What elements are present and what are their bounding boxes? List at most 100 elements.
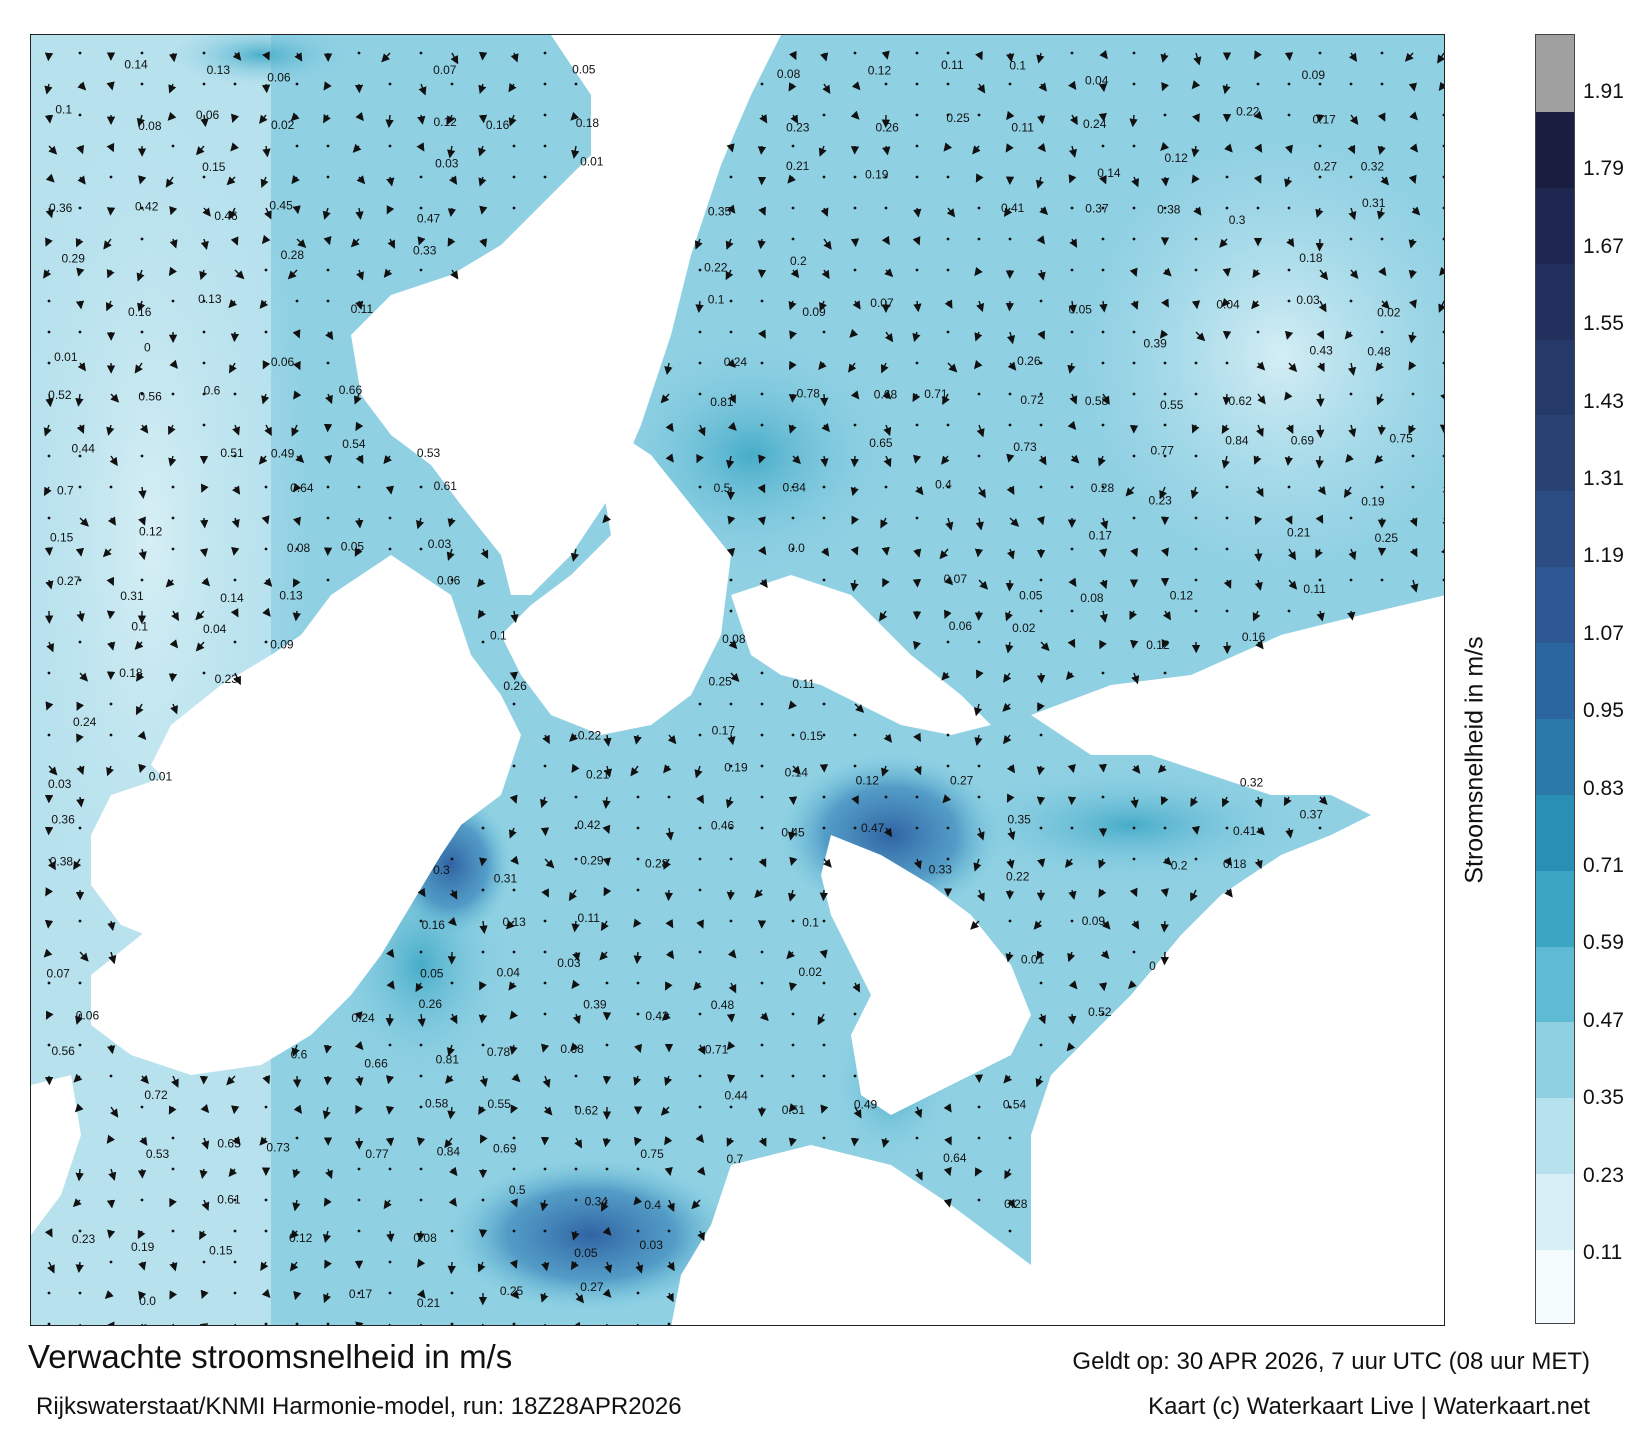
vector-arrow	[293, 360, 301, 371]
vector-dot	[791, 1074, 795, 1078]
vector-arrow	[600, 920, 609, 932]
speed-label: 0.11	[792, 677, 815, 691]
vector-arrow	[293, 1104, 302, 1114]
vector-dot	[1194, 237, 1198, 241]
vector-arrow	[1221, 424, 1230, 435]
speed-label: 0.2	[790, 254, 807, 268]
vector-arrow	[1037, 114, 1046, 125]
vector-arrow	[353, 393, 362, 405]
vector-arrow	[230, 608, 239, 618]
vector-arrow	[1161, 638, 1170, 649]
vector-arrow	[727, 421, 737, 431]
vector-arrow	[572, 1321, 582, 1325]
speed-label: 0.14	[220, 591, 244, 605]
vector-dot	[1256, 82, 1260, 86]
vector-arrow	[1006, 485, 1015, 495]
vector-dot	[977, 795, 981, 799]
vector-arrow	[820, 547, 830, 557]
vector-dot	[1101, 268, 1105, 272]
vector-arrow	[820, 393, 829, 407]
vector-dot	[202, 671, 206, 675]
vector-arrow	[879, 610, 888, 622]
vector-arrow	[385, 1075, 395, 1085]
speed-label: 0.23	[786, 121, 810, 135]
vector-dot	[202, 299, 206, 303]
vector-arrow	[818, 360, 827, 370]
speed-label: 0.73	[1013, 440, 1037, 454]
vector-arrow	[728, 393, 736, 404]
vector-arrow	[199, 1323, 209, 1325]
vector-dot	[512, 206, 516, 210]
vector-arrow	[134, 362, 143, 374]
vector-arrow	[1100, 517, 1109, 530]
vector-arrow	[171, 610, 179, 622]
vector-arrow	[325, 330, 334, 341]
vector-arrow	[1037, 269, 1046, 281]
vector-arrow	[450, 52, 459, 65]
vector-arrow	[1284, 176, 1293, 188]
vector-dot	[109, 702, 113, 706]
speed-label: 0.22	[704, 261, 728, 275]
speed-label: 0.36	[49, 201, 73, 215]
vector-dot	[946, 237, 950, 241]
vector-arrow	[1157, 764, 1167, 774]
vector-arrow	[1191, 174, 1200, 184]
vector-arrow	[759, 1012, 769, 1022]
vector-arrow	[1344, 330, 1354, 340]
vector-arrow	[974, 548, 984, 558]
vector-arrow	[850, 390, 860, 400]
vector-dot	[419, 1043, 423, 1047]
vector-dot	[419, 268, 423, 272]
vector-arrow	[355, 421, 364, 432]
vector-arrow	[168, 1105, 177, 1115]
vector-dot	[822, 1043, 826, 1047]
vector-dot	[760, 950, 764, 954]
vector-dot	[605, 1043, 609, 1047]
vector-dot	[1194, 547, 1198, 551]
vector-arrow	[823, 858, 832, 868]
vector-arrow	[45, 173, 55, 183]
vector-dot	[1163, 361, 1167, 365]
speed-label: 0.12	[868, 64, 892, 78]
vector-dot	[698, 1105, 702, 1109]
vector-arrow	[854, 703, 865, 713]
speed-label: 0.16	[1242, 630, 1266, 644]
speed-label: 0.65	[869, 436, 893, 450]
sea-light-northeast	[1081, 135, 1444, 575]
speed-label: 0.13	[207, 63, 231, 77]
vector-arrow	[1098, 763, 1107, 773]
vector-arrow	[571, 1230, 580, 1241]
vector-arrow	[325, 393, 333, 405]
vector-arrow	[1068, 80, 1077, 91]
vector-arrow	[355, 454, 364, 465]
vector-arrow	[941, 671, 951, 681]
vector-arrow	[446, 1044, 455, 1057]
vector-arrow	[1125, 486, 1135, 497]
vector-dot	[946, 330, 950, 334]
vector-arrow	[1404, 52, 1414, 62]
vector-dot	[78, 1229, 82, 1233]
vector-arrow	[1159, 329, 1169, 339]
vector-dot	[729, 175, 733, 179]
vector-dot	[791, 516, 795, 520]
vector-arrow	[165, 578, 175, 588]
vector-dot	[1318, 51, 1322, 55]
vector-arrow	[385, 1105, 395, 1115]
speed-label: 0.3	[433, 863, 450, 877]
vector-arrow	[1315, 207, 1324, 218]
vector-arrow	[1193, 52, 1202, 66]
vector-arrow	[944, 609, 952, 619]
speed-label: 0.11	[1303, 582, 1326, 596]
vector-dot	[1194, 516, 1198, 520]
vector-arrow	[322, 1230, 332, 1244]
vector-dot	[822, 330, 826, 334]
vector-dot	[543, 144, 547, 148]
vector-arrow	[447, 917, 457, 926]
vector-arrow	[478, 83, 487, 94]
vector-arrow	[416, 1230, 425, 1242]
speed-label: 0.49	[271, 447, 295, 461]
vector-arrow	[230, 236, 239, 246]
vector-arrow	[1315, 514, 1324, 524]
vector-dot	[1132, 82, 1136, 86]
vector-dot	[171, 1136, 175, 1140]
